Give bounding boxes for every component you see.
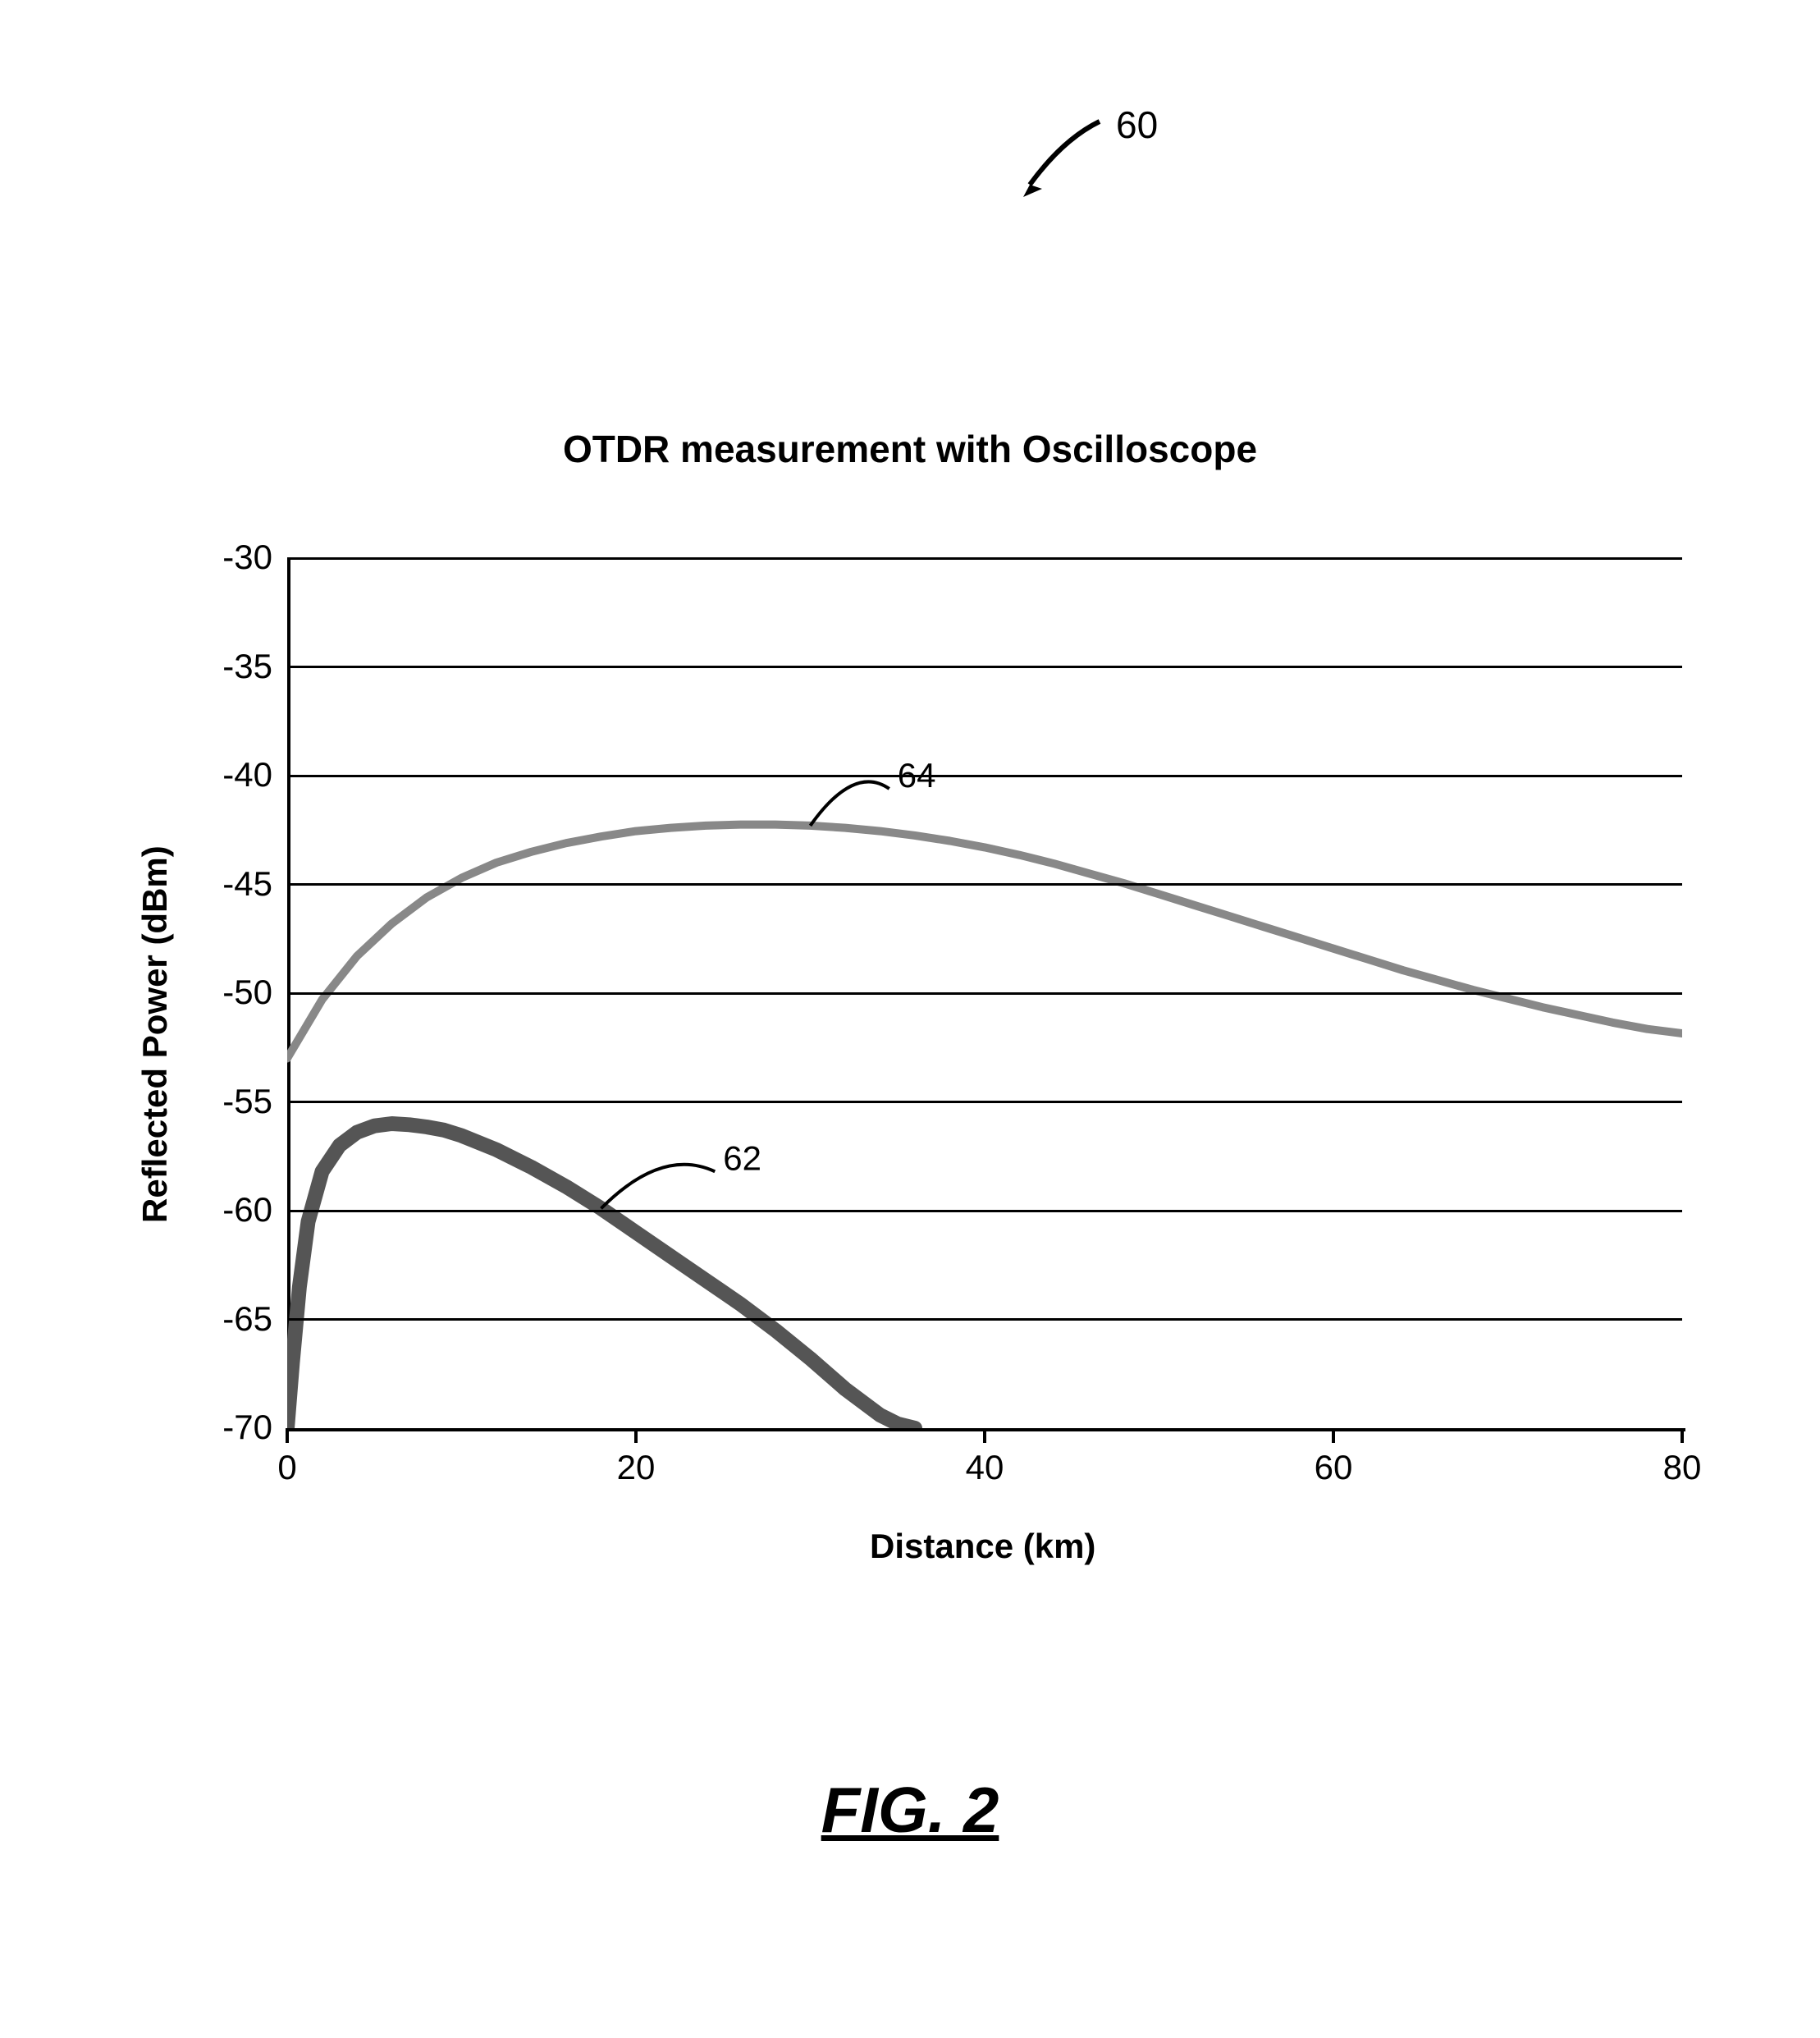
chart-title: OTDR measurement with Oscilloscope: [0, 427, 1820, 471]
y-tick-label: -40: [222, 755, 272, 795]
gridline-horizontal: [287, 775, 1682, 777]
figure-number-label: 60: [1116, 103, 1158, 147]
gridline-horizontal: [287, 1318, 1682, 1321]
x-tick-label: 20: [603, 1448, 669, 1487]
x-tick-label: 60: [1301, 1448, 1366, 1487]
y-tick-label: -30: [222, 538, 272, 577]
plot-area: [287, 558, 1685, 1431]
x-tick-label: 80: [1649, 1448, 1715, 1487]
x-tick-label: 0: [254, 1448, 320, 1487]
x-tick-label: 40: [952, 1448, 1017, 1487]
x-axis-label: Distance (km): [870, 1527, 1095, 1566]
gridline-horizontal: [287, 1210, 1682, 1212]
figure-arrow-icon: [1005, 115, 1112, 205]
x-tick-mark: [634, 1428, 638, 1443]
y-tick-label: -50: [222, 973, 272, 1012]
figure-caption: FIG. 2: [0, 1773, 1820, 1848]
y-tick-label: -70: [222, 1408, 272, 1447]
gridline-horizontal: [287, 666, 1682, 668]
y-tick-label: -60: [222, 1190, 272, 1230]
gridline-horizontal: [287, 557, 1682, 560]
y-tick-label: -55: [222, 1082, 272, 1121]
y-tick-label: -35: [222, 647, 272, 686]
x-tick-mark: [1681, 1428, 1684, 1443]
x-tick-mark: [286, 1428, 289, 1443]
y-tick-label: -65: [222, 1299, 272, 1339]
x-tick-mark: [983, 1428, 986, 1443]
gridline-horizontal: [287, 992, 1682, 995]
gridline-horizontal: [287, 883, 1682, 886]
page-root: 60 OTDR measurement with Oscilloscope Re…: [0, 0, 1820, 2038]
y-tick-label: -45: [222, 864, 272, 904]
gridline-horizontal: [287, 1101, 1682, 1103]
y-axis-label: Reflected Power (dBm): [135, 845, 175, 1223]
x-tick-mark: [1332, 1428, 1335, 1443]
